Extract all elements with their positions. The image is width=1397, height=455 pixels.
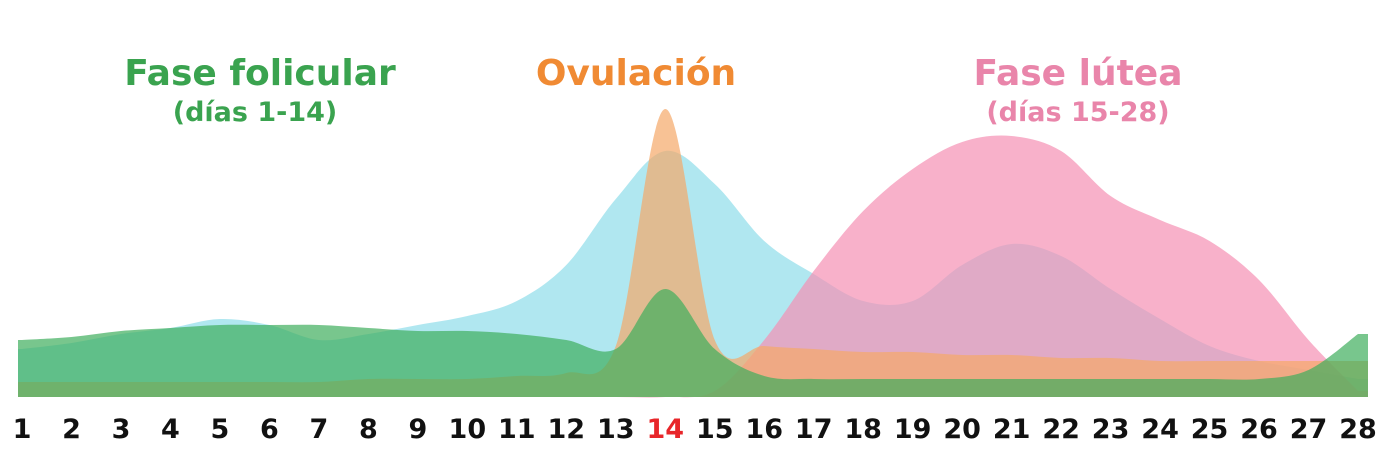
area bbox=[18, 289, 1368, 397]
x-tick-label: 6 bbox=[260, 414, 279, 445]
x-tick-label: 21 bbox=[993, 414, 1031, 445]
x-tick-label: 14 bbox=[646, 414, 684, 445]
x-tick-label: 1 bbox=[13, 414, 32, 445]
area bbox=[18, 135, 1368, 398]
x-tick-label: 26 bbox=[1240, 414, 1278, 445]
x-tick-label: 23 bbox=[1092, 414, 1130, 445]
x-tick-label: 27 bbox=[1290, 414, 1328, 445]
x-tick-label: 8 bbox=[359, 414, 378, 445]
x-tick-label: 17 bbox=[795, 414, 833, 445]
annotation: Ovulación bbox=[536, 53, 736, 94]
x-tick-label: 13 bbox=[597, 414, 635, 445]
x-tick-label: 4 bbox=[161, 414, 180, 445]
x-tick-label: 19 bbox=[894, 414, 932, 445]
x-tick-label: 15 bbox=[696, 414, 734, 445]
x-tick-label: 5 bbox=[211, 414, 230, 445]
x-tick-label: 10 bbox=[449, 414, 487, 445]
annotation: (días 1-14) bbox=[173, 97, 338, 128]
x-tick-label: 2 bbox=[62, 414, 81, 445]
x-tick-label: 11 bbox=[498, 414, 536, 445]
annotation: Fase folicular bbox=[124, 53, 396, 94]
x-tick-label: 16 bbox=[745, 414, 783, 445]
annotation: Fase lútea bbox=[973, 53, 1182, 94]
x-tick-label: 28 bbox=[1339, 414, 1377, 445]
x-tick-label: 18 bbox=[844, 414, 882, 445]
x-tick-label: 20 bbox=[943, 414, 981, 445]
x-tick-label: 25 bbox=[1191, 414, 1229, 445]
x-tick-label: 24 bbox=[1141, 414, 1179, 445]
x-tick-label: 3 bbox=[112, 414, 131, 445]
x-tick-label: 9 bbox=[408, 414, 427, 445]
x-tick-label: 22 bbox=[1042, 414, 1080, 445]
x-tick-label: 7 bbox=[309, 414, 328, 445]
area bbox=[18, 108, 1368, 397]
x-tick-label: 12 bbox=[548, 414, 586, 445]
annotation: (días 15-28) bbox=[986, 97, 1169, 128]
